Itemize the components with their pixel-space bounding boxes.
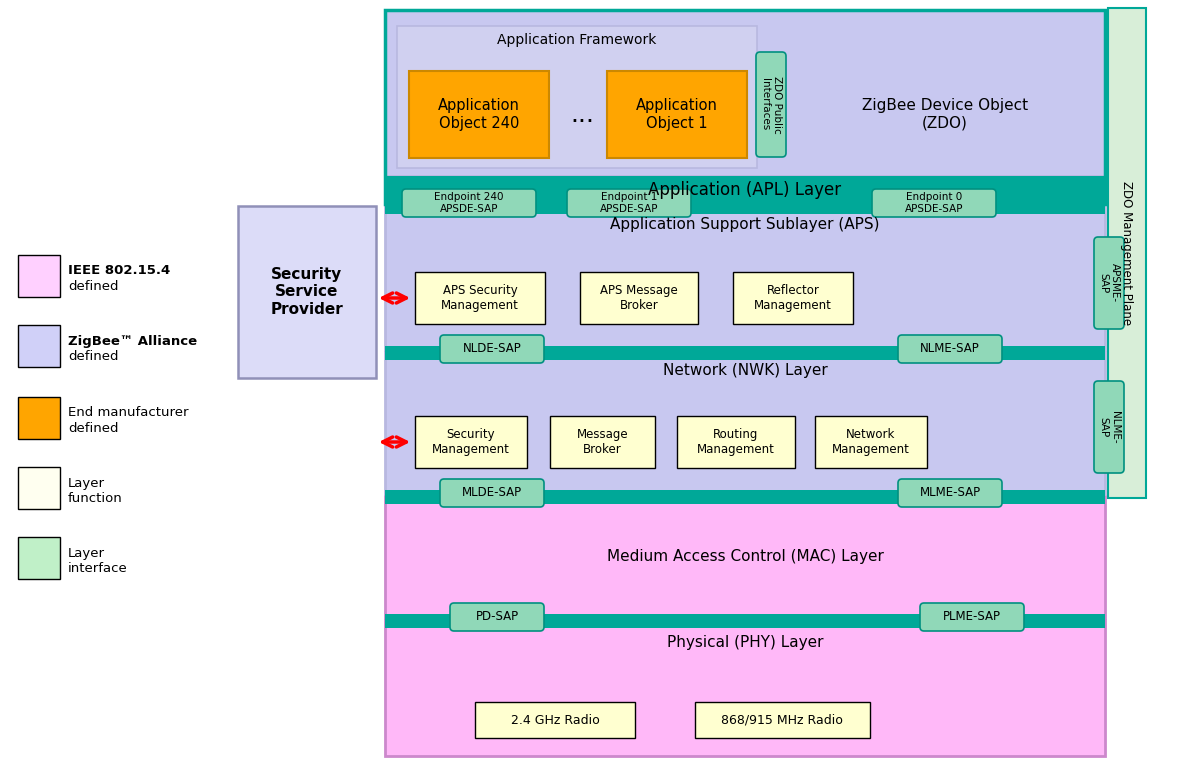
Bar — [385, 490, 1104, 504]
Bar — [385, 206, 1104, 350]
Text: Application Support Sublayer (APS): Application Support Sublayer (APS) — [610, 217, 880, 231]
Text: IEEE 802.15.4: IEEE 802.15.4 — [68, 264, 170, 277]
Text: 2.4 GHz Radio: 2.4 GHz Radio — [511, 713, 599, 726]
Bar — [18, 537, 60, 579]
Text: Application
Object 1: Application Object 1 — [636, 98, 717, 131]
Text: Endpoint 1
APSDE-SAP: Endpoint 1 APSDE-SAP — [599, 192, 658, 214]
Bar — [18, 467, 60, 509]
Text: function: function — [68, 492, 123, 505]
Text: Security
Management: Security Management — [432, 428, 510, 456]
Bar — [733, 272, 853, 324]
Text: Security
Service
Provider: Security Service Provider — [270, 267, 343, 317]
Text: Medium Access Control (MAC) Layer: Medium Access Control (MAC) Layer — [607, 549, 884, 565]
Bar — [385, 10, 1104, 204]
Text: Network
Management: Network Management — [832, 428, 910, 456]
Bar — [409, 71, 549, 158]
Text: PD-SAP: PD-SAP — [476, 611, 518, 624]
Text: ZDO Public
Interfaces: ZDO Public Interfaces — [760, 76, 782, 133]
Text: ZigBee™ Alliance: ZigBee™ Alliance — [68, 335, 197, 348]
Bar — [385, 620, 1104, 756]
Bar — [18, 325, 60, 367]
Bar — [581, 272, 699, 324]
Text: Message
Broker: Message Broker — [577, 428, 628, 456]
Text: NLDE-SAP: NLDE-SAP — [463, 342, 522, 355]
Text: Endpoint 240
APSDE-SAP: Endpoint 240 APSDE-SAP — [434, 192, 504, 214]
Text: NLME-SAP: NLME-SAP — [920, 342, 979, 355]
Bar — [677, 416, 795, 468]
Bar — [18, 397, 60, 439]
Bar — [415, 272, 545, 324]
Text: ZDO Management Plane: ZDO Management Plane — [1121, 181, 1134, 325]
Text: Network (NWK) Layer: Network (NWK) Layer — [663, 362, 827, 378]
Text: Application
Object 240: Application Object 240 — [438, 98, 520, 131]
Text: 868/915 MHz Radio: 868/915 MHz Radio — [721, 713, 843, 726]
Bar — [476, 702, 635, 738]
Bar — [385, 614, 1104, 628]
Bar — [695, 702, 870, 738]
Bar — [415, 416, 527, 468]
Text: PLME-SAP: PLME-SAP — [943, 611, 1001, 624]
Bar — [1108, 8, 1146, 498]
Text: End manufacturer: End manufacturer — [68, 407, 189, 420]
Text: defined: defined — [68, 421, 118, 434]
FancyBboxPatch shape — [1094, 381, 1125, 473]
Text: NLME-
SAP: NLME- SAP — [1099, 411, 1120, 444]
Text: MLME-SAP: MLME-SAP — [919, 486, 981, 499]
Bar — [385, 200, 1104, 214]
Text: APS Message
Broker: APS Message Broker — [601, 284, 677, 312]
FancyBboxPatch shape — [898, 479, 1002, 507]
FancyBboxPatch shape — [440, 479, 544, 507]
Bar — [815, 416, 927, 468]
FancyBboxPatch shape — [898, 335, 1002, 363]
FancyBboxPatch shape — [920, 603, 1024, 631]
Text: ZigBee Device Object
(ZDO): ZigBee Device Object (ZDO) — [861, 98, 1028, 130]
FancyBboxPatch shape — [450, 603, 544, 631]
Bar — [385, 10, 1104, 176]
Text: APSME-
SAP: APSME- SAP — [1099, 264, 1120, 303]
Bar — [18, 255, 60, 297]
Bar — [550, 416, 655, 468]
Text: Layer: Layer — [68, 476, 105, 489]
FancyBboxPatch shape — [440, 335, 544, 363]
Text: Physical (PHY) Layer: Physical (PHY) Layer — [667, 634, 824, 650]
Text: ...: ... — [570, 103, 594, 126]
Text: Application Framework: Application Framework — [497, 33, 657, 47]
Text: Layer: Layer — [68, 546, 105, 559]
Bar — [607, 71, 747, 158]
Bar — [385, 352, 1104, 494]
Text: defined: defined — [68, 349, 118, 362]
Bar — [385, 176, 1104, 204]
FancyBboxPatch shape — [568, 189, 691, 217]
FancyBboxPatch shape — [1094, 237, 1125, 329]
Text: defined: defined — [68, 280, 118, 293]
Text: APS Security
Management: APS Security Management — [441, 284, 519, 312]
FancyBboxPatch shape — [402, 189, 536, 217]
Text: Reflector
Management: Reflector Management — [754, 284, 832, 312]
Bar — [396, 26, 758, 168]
Bar — [385, 346, 1104, 360]
Text: interface: interface — [68, 561, 127, 574]
Text: MLDE-SAP: MLDE-SAP — [461, 486, 522, 499]
Bar — [238, 206, 376, 378]
Bar — [385, 496, 1104, 618]
Text: Endpoint 0
APSDE-SAP: Endpoint 0 APSDE-SAP — [905, 192, 963, 214]
Text: Routing
Management: Routing Management — [697, 428, 775, 456]
FancyBboxPatch shape — [756, 52, 786, 157]
FancyBboxPatch shape — [872, 189, 996, 217]
Text: Application (APL) Layer: Application (APL) Layer — [649, 181, 841, 199]
